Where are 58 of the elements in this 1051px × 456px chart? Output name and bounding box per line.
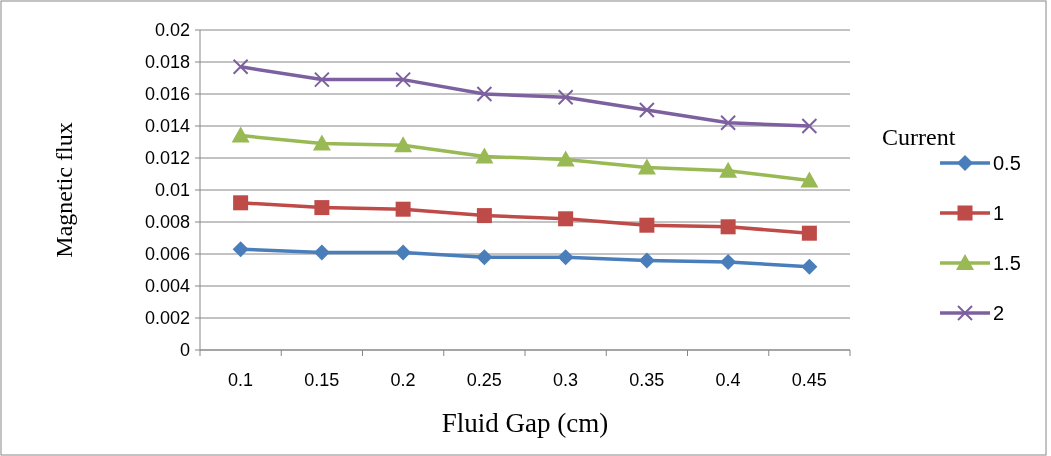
point xyxy=(637,158,656,175)
x-axis-title: Fluid Gap (cm) xyxy=(441,408,609,438)
x-tick-label: 0.3 xyxy=(553,370,579,390)
x-tick-label: 0.4 xyxy=(715,370,741,390)
point xyxy=(720,219,736,235)
point xyxy=(476,86,493,102)
y-tick-label: 0.016 xyxy=(144,84,190,105)
point xyxy=(232,58,249,75)
legend-label: 1.5 xyxy=(993,252,1021,274)
point xyxy=(639,217,655,233)
point xyxy=(232,241,249,258)
x-tick-label: 0.35 xyxy=(629,370,665,390)
y-tick-label: 0.002 xyxy=(144,308,190,329)
point xyxy=(800,171,819,188)
y-tick-label: 0.008 xyxy=(144,212,190,233)
point xyxy=(476,249,493,266)
x-tick-label: 0.15 xyxy=(304,370,340,390)
point xyxy=(476,208,492,224)
x-tick-label: 0.1 xyxy=(228,370,254,390)
point xyxy=(313,244,330,261)
point xyxy=(395,244,412,261)
point xyxy=(233,195,249,211)
point xyxy=(801,118,818,134)
y-axis-title: Magnetic flux xyxy=(51,122,77,258)
x-tick-label: 0.25 xyxy=(466,370,502,390)
point xyxy=(720,114,737,131)
point xyxy=(312,134,331,151)
point xyxy=(720,254,737,270)
point xyxy=(313,71,330,88)
point xyxy=(557,89,574,106)
legend-label: 0.5 xyxy=(993,152,1021,174)
point xyxy=(557,249,574,266)
point xyxy=(394,136,413,153)
point xyxy=(638,102,655,118)
point xyxy=(395,201,411,217)
point xyxy=(475,147,494,164)
point xyxy=(801,258,818,275)
point xyxy=(558,211,574,227)
y-tick-label: 0.02 xyxy=(154,20,190,41)
point xyxy=(231,126,250,143)
point xyxy=(395,71,412,88)
y-tick-label: 0.004 xyxy=(144,276,190,297)
point xyxy=(719,161,738,178)
y-tick-label: 0.018 xyxy=(144,52,190,73)
point xyxy=(801,225,817,241)
legend-label: 1 xyxy=(993,202,1005,224)
point xyxy=(556,150,575,167)
x-tick-label: 0.2 xyxy=(390,370,416,390)
y-tick-label: 0.006 xyxy=(144,244,190,265)
y-tick-label: 0.012 xyxy=(144,148,190,169)
legend-label: 2 xyxy=(993,302,1005,324)
point xyxy=(314,200,330,216)
legend-title: Current xyxy=(882,124,956,150)
y-tick-label: 0.01 xyxy=(154,180,190,201)
y-tick-label: 0 xyxy=(179,340,190,361)
y-tick-label: 0.014 xyxy=(144,116,190,137)
point xyxy=(638,252,655,269)
x-tick-label: 0.45 xyxy=(791,370,827,390)
